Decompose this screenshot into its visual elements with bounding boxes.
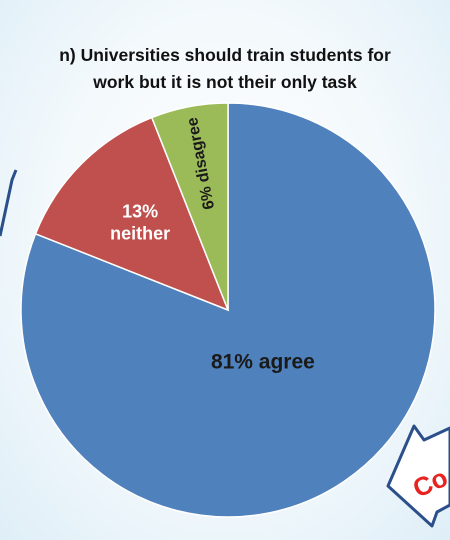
chart-title-line-2: work but it is not their only task [93,72,357,92]
pie-slice-label-1: 13% neither [110,202,170,244]
left-arrow-decoration [0,169,18,237]
pie-slice-2 [150,102,229,311]
chart-title: n) Universities should train students fo… [0,42,450,96]
pie-slice-1 [34,116,230,312]
pie-slice-label-0: 81% agree [211,351,315,374]
callout-arrow: Co [386,424,450,528]
chart-title-line-1: n) Universities should train students fo… [59,45,391,65]
pie-slices [20,102,436,518]
